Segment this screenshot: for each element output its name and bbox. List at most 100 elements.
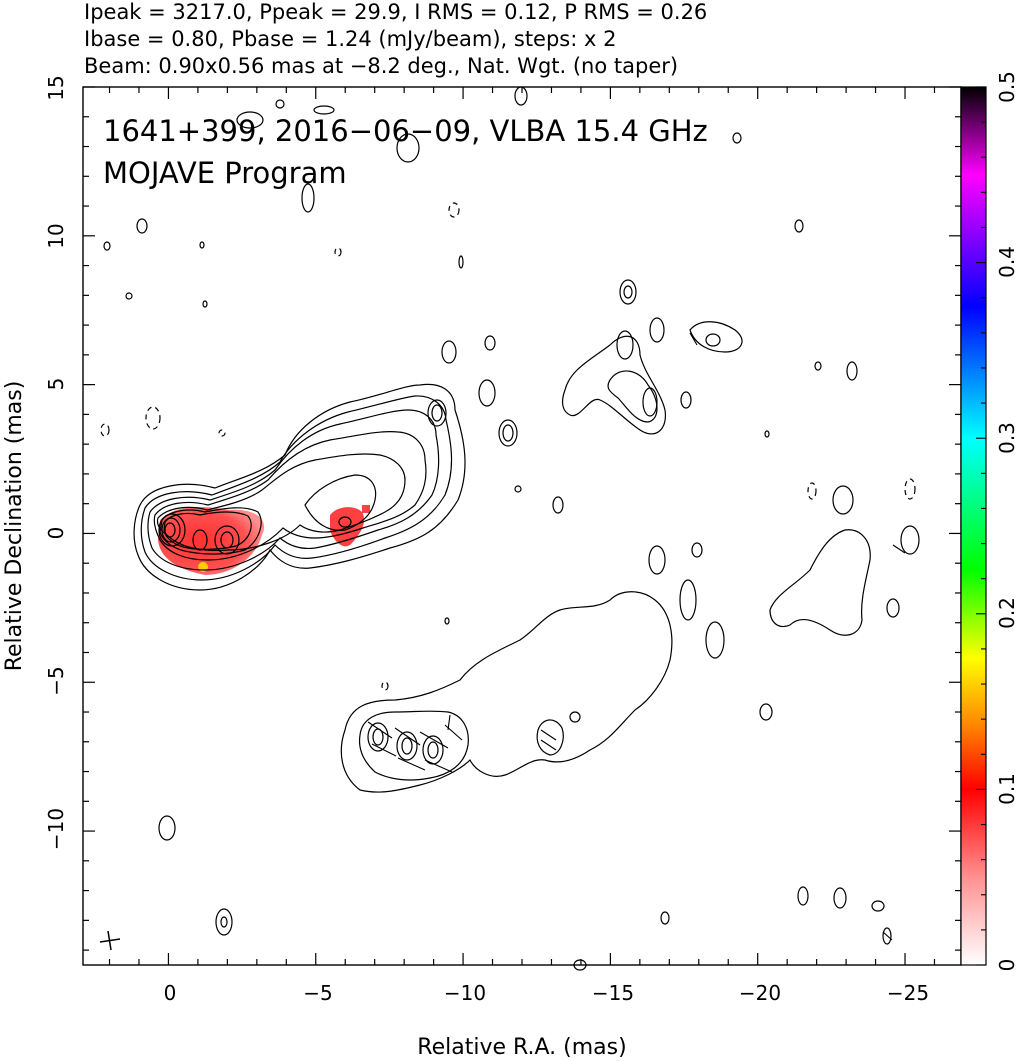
contour-core-1 <box>158 513 186 547</box>
contour-2 <box>140 395 453 581</box>
colorbar-tick-label-2: 0.2 <box>995 597 1019 629</box>
polarization-color-layer <box>158 505 370 575</box>
contour-blob <box>797 886 809 906</box>
y-tick-label-5: 15 <box>44 75 68 100</box>
contour-4 <box>153 431 427 561</box>
pol-vector <box>892 544 906 554</box>
contour-3 <box>147 409 440 571</box>
contour-blob <box>441 340 457 364</box>
contour-blob <box>764 430 770 438</box>
x-tick-label-4: −20 <box>739 981 781 1005</box>
contour-blob <box>900 525 920 555</box>
header-line-1: Ipeak = 3217.0, Ppeak = 29.9, I RMS = 0.… <box>84 0 708 24</box>
contour-blob <box>427 399 447 427</box>
pol-vector <box>367 721 393 739</box>
contour-blob <box>705 621 725 659</box>
colorbar-tick-label-3: 0.3 <box>995 422 1019 454</box>
contour-blob <box>833 887 847 909</box>
contour-blob <box>158 815 176 841</box>
y-tick-label-4: 10 <box>44 223 68 248</box>
contour-lower-knot <box>401 737 413 755</box>
contour-blob <box>431 404 443 422</box>
contour-blob <box>691 542 703 558</box>
pol-patch-small <box>362 505 370 513</box>
x-tick-label-5: −25 <box>887 981 929 1005</box>
contour-blob <box>301 183 315 213</box>
contour-blob <box>103 241 111 251</box>
y-axis-label: Relative Declination (mas) <box>2 381 27 672</box>
contour-blob <box>705 333 721 347</box>
contour-blob <box>660 911 670 925</box>
contour-blob <box>642 387 658 417</box>
contour-blob <box>514 485 522 493</box>
contour-blob <box>536 719 564 756</box>
y-tick-label-0: −10 <box>44 808 68 850</box>
contour-lower-outer <box>340 591 673 793</box>
contour-blob <box>649 317 665 343</box>
contour-7 <box>163 511 252 550</box>
y-tick-label-3: 5 <box>44 378 68 391</box>
x-axis-label: Relative R.A. (mas) <box>417 1035 626 1060</box>
contour-blob <box>569 711 581 723</box>
contour-blob <box>680 391 692 409</box>
contour-blob <box>396 133 420 163</box>
contour-blob <box>759 703 773 721</box>
contour-blob <box>444 617 450 625</box>
negative-contour <box>218 429 226 437</box>
plot-title: 1641+399, 2016−06−09, VLBA 15.4 GHz <box>103 114 708 148</box>
axis-ticks <box>83 86 961 965</box>
x-tick-label-0: 0 <box>164 981 177 1005</box>
contour-layer <box>103 86 920 971</box>
contour-core-2 <box>161 517 181 543</box>
header-line-2: Ibase = 0.80, Pbase = 1.24 (mJy/beam), s… <box>84 27 617 51</box>
contour-blob <box>236 111 264 129</box>
negative-contours <box>100 202 916 691</box>
y-tick-label-2: 0 <box>44 527 68 540</box>
x-tick-label-2: −10 <box>444 981 486 1005</box>
header-line-3: Beam: 0.90x0.56 mas at −8.2 deg., Nat. W… <box>84 54 679 78</box>
contour-knot-3 <box>214 525 240 555</box>
contour-blob <box>619 279 637 305</box>
contour-lower-inner <box>358 710 469 781</box>
pol-vector <box>394 727 421 746</box>
contour-ne-outer <box>562 335 667 435</box>
x-tick-label-1: −5 <box>303 981 332 1005</box>
pol-vector <box>540 739 557 751</box>
pol-vector <box>882 931 893 941</box>
contour-blob <box>648 545 666 575</box>
contour-blob <box>871 900 885 912</box>
x-tick-labels: 0 −5 −10 −15 −20 −25 <box>164 981 929 1005</box>
contour-lower-knot <box>367 722 389 752</box>
contour-blob <box>125 292 133 300</box>
pol-vector <box>419 731 449 749</box>
y-tick-label-1: −5 <box>44 666 68 695</box>
contour-knot-5 <box>192 529 208 551</box>
contour-blob <box>814 361 822 371</box>
contour-knot-1 <box>304 474 377 531</box>
pol-vector <box>371 743 397 757</box>
contour-blob <box>478 379 496 407</box>
contour-knot-4 <box>220 531 234 549</box>
contour-blob <box>882 927 892 945</box>
colorbar-tick-label-1: 0.1 <box>995 773 1019 805</box>
pol-vector <box>424 759 453 773</box>
contour-blob <box>275 99 285 109</box>
pol-vector <box>397 757 426 771</box>
negative-contour <box>448 202 460 218</box>
colorbar-tick-label-0: 0 <box>995 959 1019 972</box>
contour-6 <box>159 507 262 555</box>
x-tick-label-3: −15 <box>592 981 634 1005</box>
contour-lower-knot <box>427 741 439 759</box>
contour-ne-inner <box>607 370 658 423</box>
contour-blob <box>136 218 148 234</box>
negative-contour <box>904 478 916 500</box>
colorbar <box>960 86 987 966</box>
contour-blob <box>679 579 697 621</box>
contour-5 <box>156 453 406 552</box>
contour-knot-2 <box>338 516 352 528</box>
contour-blob <box>220 916 228 928</box>
contour-blob <box>514 86 528 106</box>
contour-blob <box>623 285 633 299</box>
contour-blob <box>202 300 208 308</box>
